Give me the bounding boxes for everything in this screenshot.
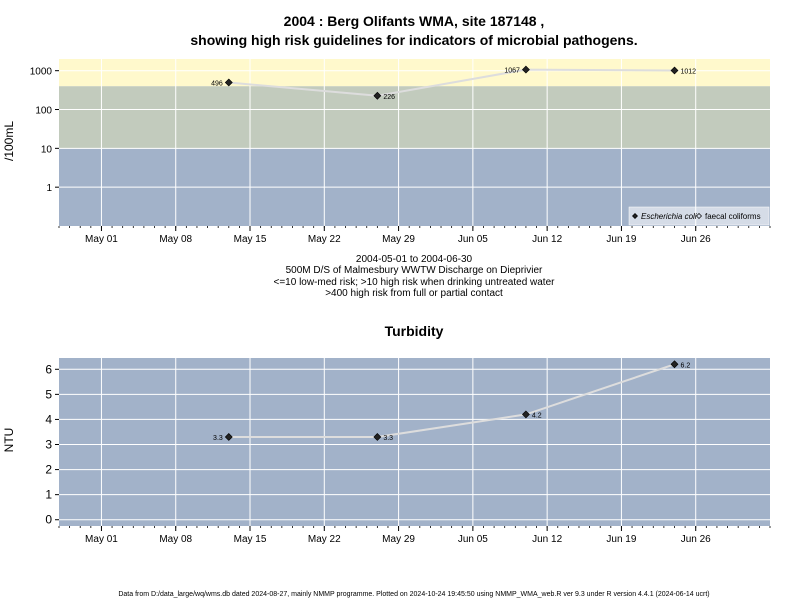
- data-label: 1012: [680, 68, 696, 75]
- legend: Escherichia coli faecal coliforms: [628, 206, 770, 226]
- y-tick-label: 1: [45, 488, 52, 502]
- data-label: 3.3: [383, 435, 393, 442]
- y-tick-label: 0: [45, 513, 52, 527]
- data-point: [373, 91, 382, 100]
- data-label: 4.2: [532, 412, 542, 419]
- legend-marker: [696, 213, 702, 219]
- y-tick-label: 3: [45, 438, 52, 452]
- data-point: [670, 66, 679, 75]
- x-tick-label: Jun 26: [681, 534, 711, 545]
- series-line: [228, 68, 675, 97]
- subtitle-line-3: <=10 low-med risk; >10 high risk when dr…: [274, 277, 556, 288]
- data-label: 496: [211, 81, 223, 88]
- footer-note: Data from D:/data_large/wq/wms.db dated …: [118, 591, 709, 598]
- data-point: [522, 65, 530, 74]
- x-tick-label: May 01: [85, 534, 118, 545]
- x-tick-label: May 01: [85, 234, 118, 245]
- x-tick-label: Jun 19: [606, 234, 636, 245]
- x-tick-label: May 08: [159, 534, 192, 545]
- x-tick-label: Jun 19: [606, 534, 636, 545]
- y-axis-label: /100mL: [2, 121, 16, 161]
- y-tick-label: 2: [45, 463, 52, 477]
- legend-box: [628, 206, 770, 226]
- turbidity-panel: 0 1 2 3 4 5 6 NTU May 01 May 08 May 15 May 22 May 29…: [2, 358, 771, 545]
- x-tick-label: Jun 05: [458, 534, 488, 545]
- y-axis-label: NTU: [2, 428, 16, 453]
- subtitle-line-1: 2004-05-01 to 2004-06-30: [356, 254, 473, 265]
- subtitle-line-2: 500M D/S of Malmesbury WWTW Discharge on…: [286, 265, 543, 276]
- x-tick-label: May 29: [382, 534, 415, 545]
- legend-label: Escherichia coli: [641, 212, 697, 221]
- y-tick-label: 5: [45, 387, 52, 401]
- chart-title-line2: showing high risk guidelines for indicat…: [190, 32, 637, 48]
- data-point: [224, 433, 233, 441]
- x-tick-label: Jun 05: [458, 234, 488, 245]
- y-tick-label: 1: [46, 183, 52, 194]
- x-tick-label: Jun 26: [681, 234, 711, 245]
- x-tick-label: May 29: [382, 234, 415, 245]
- plot-background: [59, 358, 770, 526]
- x-tick-label: May 22: [308, 534, 341, 545]
- data-label: 3.3: [213, 435, 223, 442]
- y-tick-label: 10: [41, 144, 53, 155]
- data-point: [670, 360, 679, 369]
- series-line: [228, 363, 675, 438]
- x-tick-label: May 15: [234, 234, 267, 245]
- data-point: [224, 78, 233, 87]
- data-point: [522, 410, 530, 419]
- subtitle-line-4: >400 high risk from full or partial cont…: [325, 288, 503, 299]
- y-tick-label: 100: [35, 106, 52, 117]
- data-label: 1067: [504, 68, 520, 75]
- data-label: 6.2: [680, 362, 690, 369]
- data-point: [373, 433, 382, 441]
- legend-marker: [632, 213, 638, 219]
- turbidity-title: Turbidity: [385, 323, 444, 339]
- x-tick-label: Jun 12: [532, 534, 562, 545]
- data-label: 226: [383, 94, 395, 101]
- legend-label: faecal coliforms: [705, 212, 761, 221]
- risk-band-1: [59, 86, 770, 149]
- x-tick-label: May 15: [234, 534, 267, 545]
- y-tick-label: 1000: [30, 67, 53, 78]
- x-tick-label: May 22: [308, 234, 341, 245]
- y-tick-label: 6: [45, 362, 52, 376]
- chart-title-line1: 2004 : Berg Olifants WMA, site 187148 ,: [284, 13, 545, 29]
- microbial-panel: 1 10 100 1000/100mL May 01 May 08 May 15 May 22…: [2, 59, 771, 245]
- risk-band-2: [59, 59, 770, 87]
- x-tick-label: Jun 12: [532, 234, 562, 245]
- y-tick-label: 4: [45, 412, 52, 426]
- x-tick-label: May 08: [159, 234, 192, 245]
